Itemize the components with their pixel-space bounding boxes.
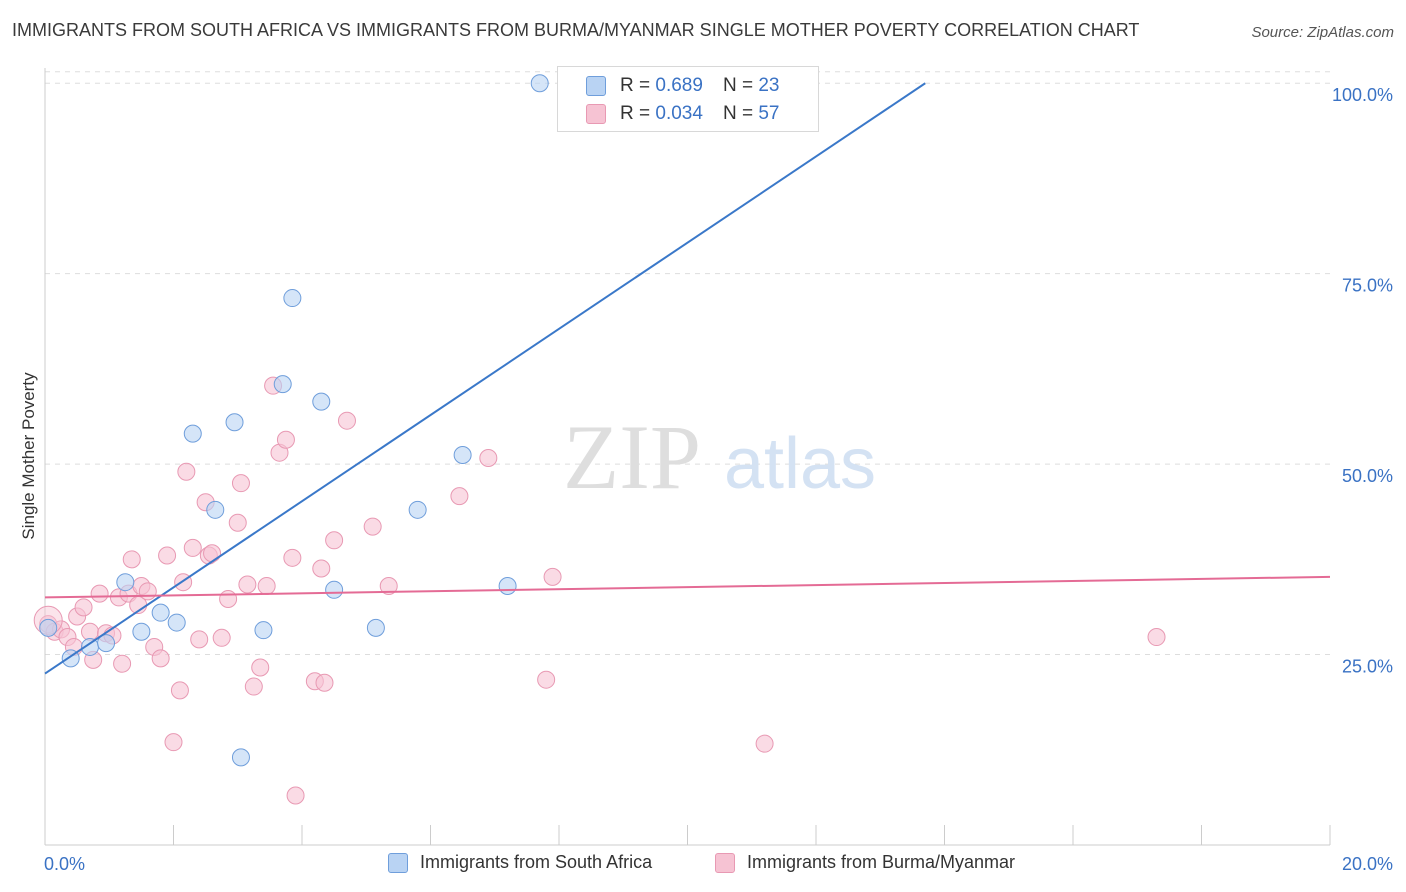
data-point-burma <box>450 487 469 506</box>
data-point-south-africa <box>231 748 250 767</box>
y-tick-label: 75.0% <box>1342 276 1393 296</box>
data-point-south-africa <box>366 618 385 637</box>
data-point-burma <box>122 550 141 569</box>
legend-item-burma[interactable]: Immigrants from Burma/Myanmar <box>715 852 1015 873</box>
data-point-south-africa <box>498 577 517 595</box>
data-point-burma <box>1147 628 1166 647</box>
data-point-burma <box>379 577 398 595</box>
stats-row-south-africa: R = 0.689 N = 23 <box>586 73 779 99</box>
stats-r-label: R = <box>620 75 651 96</box>
data-point-burma <box>80 622 99 641</box>
data-point-burma <box>257 577 276 595</box>
data-point-south-africa <box>254 621 273 640</box>
legend-label: Immigrants from South Africa <box>420 852 653 872</box>
data-point-burma <box>183 538 202 557</box>
data-point-burma <box>283 548 302 567</box>
x-tick-label: 20.0% <box>1342 854 1393 874</box>
source-label: Source: ZipAtlas.com <box>1251 24 1394 41</box>
data-point-burma <box>479 449 498 468</box>
data-point-burma <box>228 513 247 532</box>
y-tick-label: 100.0% <box>1332 85 1393 105</box>
gridlines <box>45 71 1330 656</box>
data-point-burma <box>151 649 170 668</box>
stats-r-value: 0.034 <box>655 103 703 124</box>
stats-r-label: R = <box>620 103 651 124</box>
data-point-south-africa <box>312 392 331 411</box>
y-tick-label: 25.0% <box>1342 657 1393 677</box>
data-point-south-africa <box>206 500 225 519</box>
stats-swatch-blue <box>586 76 606 96</box>
data-point-south-africa <box>530 74 549 93</box>
data-point-south-africa <box>273 375 292 394</box>
data-point-burma <box>251 658 270 677</box>
data-point-burma <box>276 430 295 449</box>
data-point-burma <box>90 584 109 603</box>
data-point-south-africa <box>39 618 58 637</box>
data-point-south-africa <box>97 634 116 653</box>
data-point-south-africa <box>453 445 472 464</box>
data-point-burma <box>238 575 257 594</box>
y-axis-label: Single Mother Poverty <box>19 372 38 540</box>
trend-line-burma <box>44 575 1331 599</box>
data-point-south-africa <box>283 289 302 308</box>
stats-r-value: 0.689 <box>655 75 703 96</box>
series-south-africa-points <box>39 74 774 767</box>
data-point-burma <box>158 546 177 565</box>
data-point-burma <box>113 654 132 673</box>
data-point-burma <box>219 589 238 608</box>
watermark: ZIP atlas <box>563 406 876 508</box>
stats-box: R = 0.689 N = 23 R = 0.034 N = 57 <box>557 66 819 132</box>
data-point-burma <box>315 673 334 692</box>
data-point-south-africa <box>116 573 135 592</box>
data-point-burma <box>363 517 382 536</box>
stats-n-label: N = <box>722 103 754 124</box>
data-point-burma <box>212 628 231 647</box>
data-point-burma <box>337 411 356 430</box>
data-point-burma <box>138 582 157 601</box>
legend-item-south-africa[interactable]: Immigrants from South Africa <box>388 852 652 873</box>
tick-labels: 25.0% 50.0% 75.0% 100.0% 0.0% 20.0% <box>44 85 1393 874</box>
data-point-burma <box>231 474 250 493</box>
trend-lines <box>44 82 1331 675</box>
stats-n-value: 23 <box>758 75 780 96</box>
data-point-south-africa <box>167 613 186 632</box>
stats-n-value: 57 <box>758 103 780 124</box>
y-tick-label: 50.0% <box>1342 466 1393 486</box>
data-point-burma <box>325 531 344 550</box>
data-point-south-africa <box>408 500 427 519</box>
data-point-burma <box>177 462 196 481</box>
legend-swatch-blue <box>388 852 408 873</box>
axes <box>44 68 1331 846</box>
data-point-south-africa <box>183 424 202 443</box>
data-point-burma <box>164 733 183 752</box>
legend-label: Immigrants from Burma/Myanmar <box>747 852 1016 872</box>
data-point-burma <box>190 630 209 649</box>
watermark-zip: ZIP <box>563 406 701 508</box>
data-point-burma <box>286 786 305 805</box>
data-point-burma <box>74 598 93 617</box>
data-point-burma <box>543 567 562 586</box>
data-point-burma <box>244 677 263 696</box>
legend-swatch-pink <box>715 852 735 873</box>
x-tick-label: 0.0% <box>44 854 85 874</box>
trend-line-south-africa <box>44 82 926 675</box>
data-point-burma <box>170 681 189 700</box>
data-point-south-africa <box>151 603 170 622</box>
data-point-south-africa <box>225 413 244 432</box>
watermark-atlas: atlas <box>724 424 876 504</box>
chart-title: IMMIGRANTS FROM SOUTH AFRICA VS IMMIGRAN… <box>12 20 1140 40</box>
data-point-south-africa <box>325 580 344 599</box>
stats-n-label: N = <box>722 75 754 96</box>
data-point-burma <box>537 670 556 689</box>
data-point-burma <box>312 559 331 578</box>
data-point-burma <box>203 544 222 563</box>
stats-swatch-pink <box>586 104 606 124</box>
stats-row-burma: R = 0.034 N = 57 <box>586 101 779 127</box>
data-point-burma <box>755 734 774 753</box>
legend: Immigrants from South Africa Immigrants … <box>0 852 1406 876</box>
data-point-south-africa <box>132 622 151 641</box>
